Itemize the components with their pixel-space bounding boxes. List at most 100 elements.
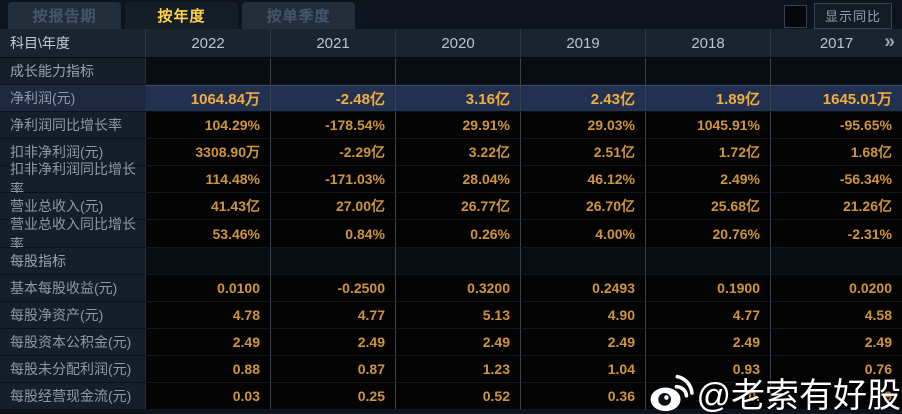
cell-2018: 0.93 [646, 355, 771, 383]
cell-2017: 1645.01万 [771, 85, 902, 113]
column-header-2021: 2021 [271, 29, 396, 57]
table-row: 每股净资产(元) 4.78 4.77 5.13 4.90 4.77 4.58 [0, 301, 902, 329]
table-row: 净利润(元) 1064.84万 -2.48亿 3.16亿 2.43亿 1.89亿 1645.… [0, 85, 902, 113]
table-header-row: 科目\年度 2022 2021 2020 2019 2018 2017» [0, 29, 902, 58]
table-row: 基本每股收益(元) 0.0100 -0.2500 0.3200 0.2493 0.1900… [0, 274, 902, 302]
row-label: 每股未分配利润(元) [0, 355, 146, 383]
financial-table: 科目\年度 2022 2021 2020 2019 2018 2017» 成长能力指标 净利… [0, 29, 902, 411]
cell-2022: 104.29% [146, 112, 271, 140]
cell-2017: 2.49 [771, 328, 902, 356]
row-label: 净利润同比增长率 [0, 112, 146, 140]
cell-2018: 1045.91% [646, 112, 771, 140]
tab-by-year[interactable]: 按年度 [125, 2, 238, 29]
cell-2019: 0.36 [521, 382, 646, 411]
row-label: 扣非净利润(元) [0, 139, 146, 167]
cell-2021: -171.03% [271, 166, 396, 194]
cell-2019 [521, 58, 646, 86]
cell-2018 [646, 247, 771, 275]
table-body: 成长能力指标 净利润(元) 1064.84万 -2.48亿 3.16亿 2.43亿 1.89… [0, 58, 902, 411]
tab-by-quarter[interactable]: 按单季度 [242, 2, 355, 29]
cell-2020 [396, 58, 521, 86]
period-tabs: 按报告期 按年度 按单季度 [8, 0, 355, 29]
cell-2017: 0.76 [771, 355, 902, 383]
table-row: 扣非净利润(元) 3308.90万 -2.29亿 3.22亿 2.51亿 1.72亿 1.6… [0, 139, 902, 167]
more-years-icon[interactable]: » [884, 31, 895, 53]
column-header-2018: 2018 [646, 29, 771, 57]
cell-2018 [646, 58, 771, 86]
cell-2021: -0.2500 [271, 274, 396, 302]
row-label: 基本每股收益(元) [0, 274, 146, 302]
cell-2017: -2.31% [771, 220, 902, 248]
cell-2020: 28.04% [396, 166, 521, 194]
cell-2018: 2.49 [646, 328, 771, 356]
cell-2019 [521, 247, 646, 275]
cell-2021: 2.49 [271, 328, 396, 356]
cell-2019: 4.90 [521, 301, 646, 329]
cell-2020: 3.22亿 [396, 139, 521, 167]
cell-2020: 1.23 [396, 355, 521, 383]
table-row: 扣非净利润同比增长率 114.48% -171.03% 28.04% 46.12% 2.4… [0, 161, 902, 197]
show-yoy-checkbox[interactable] [783, 4, 807, 28]
cell-2018: 0.1900 [646, 274, 771, 302]
cell-2021 [271, 247, 396, 275]
table-row: 每股资本公积金(元) 2.49 2.49 2.49 2.49 2.49 2.49 [0, 328, 902, 356]
cell-2019: 26.70亿 [521, 193, 646, 221]
cell-2017: 9 [771, 382, 902, 411]
cell-2020: 0.3200 [396, 274, 521, 302]
column-header-2017: 2017» [819, 31, 895, 53]
cell-2018: 1.72亿 [646, 139, 771, 167]
cell-2018: 20.76% [646, 220, 771, 248]
cell-2020 [396, 247, 521, 275]
cell-2022: 4.78 [146, 301, 271, 329]
cell-2021: 4.77 [271, 301, 396, 329]
cell-2017: -95.65% [771, 112, 902, 140]
cell-2022: 1064.84万 [146, 85, 271, 113]
tab-by-report-period[interactable]: 按报告期 [8, 2, 121, 29]
cell-2019: 1.04 [521, 355, 646, 383]
cell-2020: 3.16亿 [396, 85, 521, 113]
cell-2017 [771, 247, 902, 275]
cell-2022: 0.03 [146, 382, 271, 411]
cell-2021 [271, 58, 396, 86]
cell-2020: 0.26% [396, 220, 521, 248]
table-corner-label: 科目\年度 [0, 29, 146, 57]
cell-2019: 46.12% [521, 166, 646, 194]
cell-2022 [146, 58, 271, 86]
cell-2019: 2.49 [521, 328, 646, 356]
cell-2017: 1.68亿 [771, 139, 902, 167]
cell-2022: 2.49 [146, 328, 271, 356]
cell-2020: 2.49 [396, 328, 521, 356]
cell-2020: 0.52 [396, 382, 521, 411]
cell-2018: 0. [646, 382, 771, 411]
table-row: 营业总收入(元) 41.43亿 27.00亿 26.77亿 26.70亿 25.68亿 21… [0, 193, 902, 221]
cell-2018: 4.77 [646, 301, 771, 329]
cell-2021: -178.54% [271, 112, 396, 140]
cell-2017: 4.58 [771, 301, 902, 329]
cell-2017: 0.0200 [771, 274, 902, 302]
cell-2020: 29.91% [396, 112, 521, 140]
section-row: 成长能力指标 [0, 58, 902, 86]
cell-2021: 0.84% [271, 220, 396, 248]
cell-2022 [146, 247, 271, 275]
table-row: 每股经营现金流(元) 0.03 0.25 0.52 0.36 0. 9 [0, 382, 902, 411]
show-yoy-label[interactable]: 显示同比 [813, 3, 892, 29]
tab-bar: 按报告期 按年度 按单季度 显示同比 [0, 0, 902, 29]
cell-2019: 2.51亿 [521, 139, 646, 167]
table-row: 营业总收入同比增长率 53.46% 0.84% 0.26% 4.00% 20.76% -2.… [0, 216, 902, 252]
section-row: 每股指标 [0, 247, 902, 275]
cell-2018: 25.68亿 [646, 193, 771, 221]
cell-2022: 0.0100 [146, 274, 271, 302]
cell-2018: 1.89亿 [646, 85, 771, 113]
cell-2022: 53.46% [146, 220, 271, 248]
cell-2020: 26.77亿 [396, 193, 521, 221]
cell-2018: 2.49% [646, 166, 771, 194]
cell-2021: -2.48亿 [271, 85, 396, 113]
column-header-2022: 2022 [146, 29, 271, 57]
row-label: 成长能力指标 [0, 58, 146, 86]
cell-2019: 4.00% [521, 220, 646, 248]
cell-2017 [771, 58, 902, 86]
cell-2021: 0.87 [271, 355, 396, 383]
cell-2021: 27.00亿 [271, 193, 396, 221]
cell-2017: 21.26亿 [771, 193, 902, 221]
row-label: 每股净资产(元) [0, 301, 146, 329]
